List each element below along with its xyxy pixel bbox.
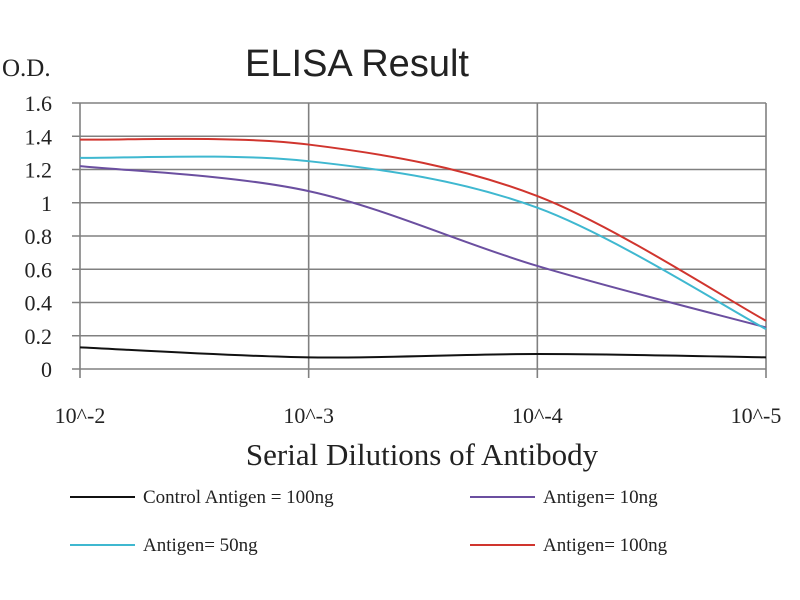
legend-label: Antigen= 100ng — [543, 535, 668, 556]
y-tick-label: 0 — [41, 357, 52, 382]
legend-label: Control Antigen = 100ng — [143, 487, 334, 508]
legend: Control Antigen = 100ng Antigen= 10ng Anti… — [70, 487, 668, 556]
chart-title: ELISA Result — [245, 43, 469, 85]
series-line-3 — [79, 137, 767, 322]
y-tick-label: 0.4 — [25, 291, 53, 316]
y-tick-label: 1.2 — [25, 158, 53, 183]
x-tick-label: 10^-3 — [283, 403, 334, 428]
series-line-2 — [79, 155, 767, 330]
x-tick-label: 10^-5 — [731, 403, 782, 428]
legend-label: Antigen= 50ng — [143, 535, 258, 556]
y-tick-label: 1.4 — [25, 124, 53, 149]
x-tick-label: 10^-2 — [55, 403, 106, 428]
series-line-1 — [79, 165, 767, 329]
y-tick-label: 1.6 — [25, 91, 53, 116]
x-axis-label: Serial Dilutions of Antibody — [246, 437, 599, 472]
y-axis-label: O.D. — [2, 55, 51, 82]
x-tick-label: 10^-4 — [512, 403, 563, 428]
y-tick-label: 0.8 — [25, 224, 53, 249]
series-lines — [79, 137, 767, 359]
y-tick-label: 0.2 — [25, 324, 53, 349]
y-tick-label: 1 — [41, 191, 52, 216]
x-tick-labels: 10^-2 10^-3 10^-4 10^-5 — [55, 403, 782, 428]
y-tick-label: 0.6 — [25, 257, 53, 282]
series-line-0 — [79, 346, 767, 359]
grid — [72, 102, 767, 378]
y-tick-labels: 0 0.2 0.4 0.6 0.8 1 1.2 1.4 1.6 — [25, 91, 53, 382]
legend-label: Antigen= 10ng — [543, 487, 658, 508]
